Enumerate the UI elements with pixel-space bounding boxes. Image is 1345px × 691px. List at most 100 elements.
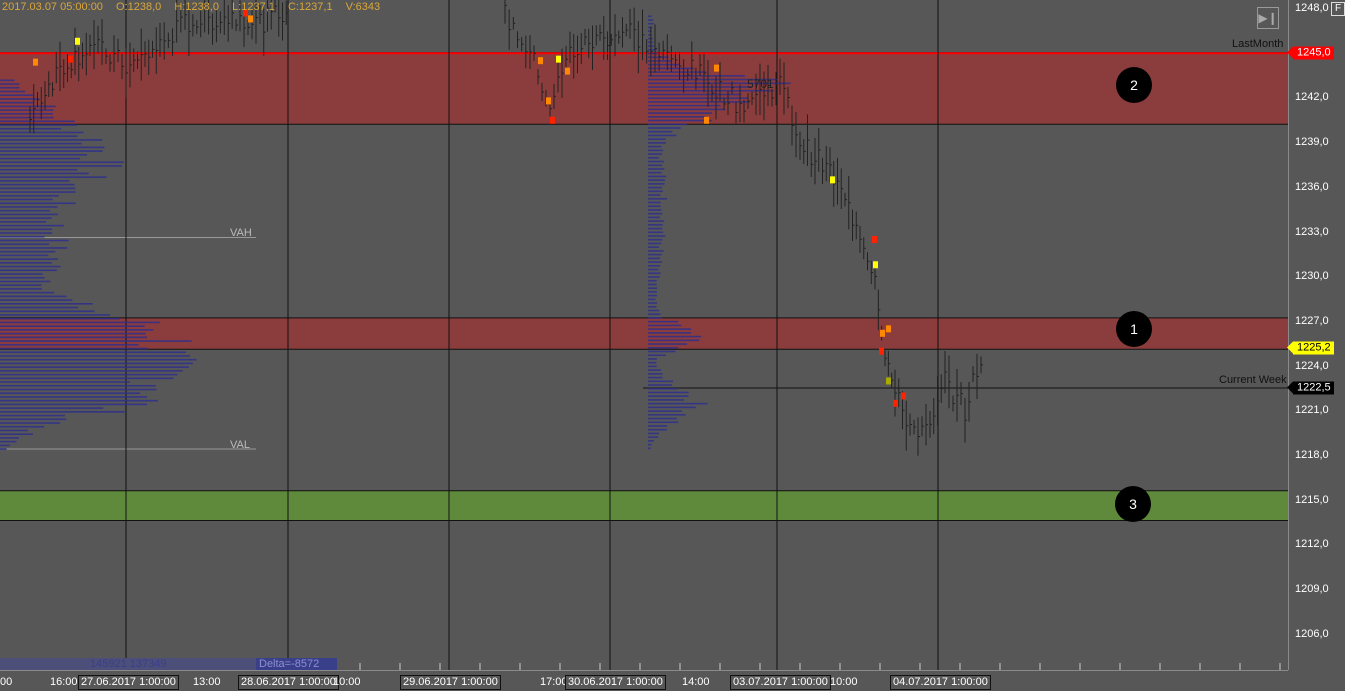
volume-profile-bar (648, 332, 691, 334)
price-label: 1212,0 (1295, 538, 1329, 551)
volume-profile-bar (0, 440, 17, 443)
volume-profile-bar (0, 183, 75, 186)
volume-profile-bar (648, 197, 668, 200)
volume-profile-bar (648, 138, 666, 140)
volume-profile-bar (648, 201, 661, 204)
volume-profile-bar (0, 280, 51, 283)
volume-profile-bar (648, 119, 712, 122)
price-label: 1239,0 (1295, 136, 1329, 149)
volume-profile-bar (0, 407, 104, 409)
volume-profile-bar (0, 142, 82, 145)
volume-profile-bar (648, 52, 658, 55)
volume-profile-bar (0, 250, 56, 253)
volume-profile-bar (0, 317, 120, 320)
volume-profile-bar (648, 164, 663, 167)
volume-profile-bar (0, 168, 78, 171)
volume-profile-bar (648, 268, 659, 271)
time-axis[interactable]: 00 16:00 27.06.2017 1:00:00 13:00 28.06.… (0, 670, 1288, 691)
volume-profile-bar (648, 313, 661, 316)
volume-profile-bar (0, 116, 54, 119)
volume-profile-bar (0, 90, 26, 93)
volume-profile-bar (648, 157, 659, 159)
volume-profile-bar (0, 351, 186, 354)
volume-profile-bar (0, 336, 148, 339)
bar-close: C:1237,1 (287, 1, 333, 13)
volume-profile-bar (648, 26, 653, 29)
imbalance-marker (546, 97, 551, 105)
volume-summary: 145921 137349 (90, 658, 167, 670)
imbalance-marker (248, 15, 253, 23)
volume-profile-bar (648, 71, 707, 73)
price-chart[interactable]: 2017.03.07 05:00:00 O:1238,0 H:1238,0 L:… (0, 0, 1288, 670)
volume-profile-bar (648, 428, 667, 431)
volume-profile-bar (648, 283, 657, 286)
volume-profile-bar (0, 83, 20, 85)
volume-profile-bar (0, 172, 89, 175)
volume-profile-bar (648, 190, 663, 193)
volume-profile-bar (0, 221, 47, 223)
vah-label: VAH (230, 227, 252, 239)
volume-profile-bar (648, 112, 712, 114)
volume-profile-bar (648, 63, 680, 66)
volume-profile-bar (0, 358, 197, 361)
price-axis[interactable]: 1248,0 1242,0 1239,0 1236,0 1233,0 1230,0 1227… (1287, 0, 1345, 670)
volume-profile-bar (648, 399, 685, 401)
volume-profile-bar (648, 440, 654, 442)
volume-profile-bar (648, 183, 665, 185)
volume-profile-bar (0, 198, 53, 201)
volume-profile-bar (648, 134, 677, 137)
volume-profile-bar (0, 228, 52, 231)
last-month-label: LastMonth (1232, 38, 1284, 50)
volume-profile-bar (648, 328, 692, 330)
current-week-label: Current Week (1219, 374, 1287, 386)
volume-profile-bar (648, 82, 791, 85)
f-button[interactable]: F (1331, 2, 1345, 16)
volume-profile-bar (0, 303, 93, 305)
price-label: 1248,0 (1295, 2, 1329, 14)
volume-profile-bar (0, 340, 192, 342)
volume-profile-bar (648, 361, 657, 364)
time-label: 14:00 (682, 676, 710, 688)
volume-profile-bar (648, 145, 662, 148)
volume-profile-bar (0, 295, 67, 298)
volume-profile-bar (0, 217, 52, 219)
volume-profile-bar (648, 402, 708, 405)
volume-profile-bar (648, 216, 660, 219)
price-label: 1242,0 (1295, 91, 1329, 104)
volume-profile-bar (0, 113, 53, 115)
imbalance-marker (68, 55, 73, 63)
volume-profile-bar (0, 150, 103, 152)
volume-profile-bar (648, 89, 774, 92)
volume-profile-bar (648, 358, 657, 360)
val-label: VAL (230, 439, 250, 451)
volume-profile-bar (648, 417, 677, 420)
volume-profile-bar (648, 250, 664, 252)
volume-profile-bar (648, 231, 664, 234)
zone-3 (0, 490, 1288, 521)
volume-profile-bar (0, 392, 141, 395)
volume-profile-bar (648, 443, 652, 446)
volume-profile-bar (0, 79, 15, 82)
skip-to-end-icon[interactable]: ▶❙ (1257, 7, 1279, 29)
date-box: 30.06.2017 1:00:00 (565, 675, 666, 690)
volume-profile-bar (648, 149, 664, 152)
volume-profile-bar (0, 362, 193, 365)
volume-profile-bar (648, 373, 663, 375)
volume-profile-bar (0, 273, 43, 275)
bar-datetime: 2017.03.07 05:00:00 (2, 1, 103, 13)
volume-profile-bar (0, 105, 56, 108)
imbalance-marker (901, 392, 906, 400)
volume-profile-bar (648, 86, 753, 88)
price-label: 1236,0 (1295, 180, 1329, 193)
imbalance-marker (33, 58, 38, 66)
volume-profile-bar (648, 108, 726, 111)
volume-profile-bar (0, 213, 59, 216)
volume-profile-bar (648, 246, 659, 248)
volume-profile-bar (648, 294, 657, 297)
volume-profile-bar (648, 253, 662, 256)
volume-profile-bar (648, 421, 679, 424)
imbalance-marker (886, 377, 891, 385)
volume-profile-bar (648, 123, 687, 126)
volume-profile-bar (0, 343, 139, 346)
volume-profile-bar (648, 317, 663, 319)
